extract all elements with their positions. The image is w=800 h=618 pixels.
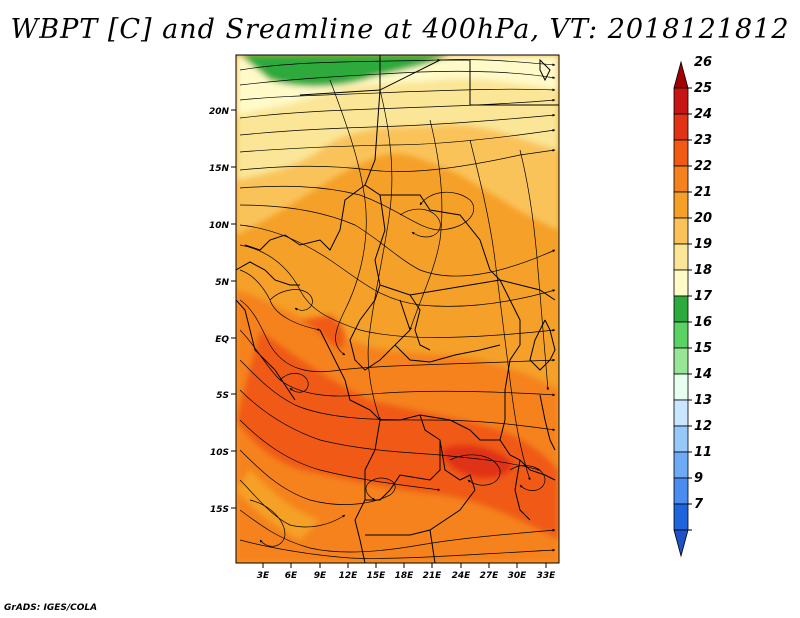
colorbar-swatch — [673, 451, 689, 479]
lon-tick-label: 15E — [367, 571, 387, 581]
colorbar-swatch — [673, 347, 689, 375]
lon-tick-label: 18E — [395, 571, 415, 581]
colorbar-swatch — [673, 87, 689, 115]
colorbar-label: 22 — [694, 159, 712, 174]
colorbar-label: 11 — [694, 445, 712, 460]
lat-tick-label: 10N — [209, 221, 230, 231]
colorbar-swatch — [673, 113, 689, 141]
lat-tick-label: 5N — [215, 278, 229, 288]
colorbar-label: 19 — [694, 237, 712, 252]
lon-tick-label: 27E — [480, 571, 500, 581]
lat-tick-label: 10S — [210, 448, 229, 458]
chart-title: WBPT [C] and Sreamline at 400hPa, VT: 20… — [10, 14, 790, 45]
lon-tick-label: 30E — [508, 571, 528, 581]
country-boundaries — [236, 55, 559, 563]
lon-tick-label: 21E — [423, 571, 443, 581]
streamlines — [239, 58, 556, 559]
lon-tick-label: 12E — [339, 571, 359, 581]
colorbar-swatch — [673, 373, 689, 401]
colorbar-swatch — [673, 503, 689, 531]
colorbar-swatch — [673, 477, 689, 505]
colorbar-swatch — [673, 191, 689, 219]
lat-axis: 20N 15N 10N 5N EQ 5S 10S 15S — [209, 107, 236, 515]
lat-tick-label: 20N — [209, 107, 230, 117]
credit-label: GrADS: IGES/COLA — [4, 603, 98, 613]
lon-tick-label: 3E — [257, 571, 270, 581]
colorbar-label: 26 — [694, 55, 712, 70]
lat-tick-label: EQ — [215, 335, 229, 345]
colorbar-swatch — [673, 269, 689, 297]
colorbar-swatch — [673, 399, 689, 427]
colorbar-label: 17 — [694, 289, 713, 304]
colorbar-swatch — [673, 321, 689, 349]
map-frame — [235, 54, 560, 564]
colorbar-label: 16 — [694, 315, 712, 330]
colorbar: 26 25 24 23 22 21 20 19 18 17 16 15 14 13 12 11 9 7 — [673, 55, 713, 558]
lon-tick-label: 33E — [537, 571, 557, 581]
colorbar-label: 12 — [694, 419, 712, 434]
colorbar-swatch — [673, 243, 689, 271]
colorbar-swatch — [673, 139, 689, 167]
lat-tick-label: 15S — [210, 505, 229, 515]
lon-axis: 3E 6E 9E 12E 15E 18E 21E 24E 27E 30E 33E — [257, 563, 556, 581]
lat-tick-label: 5S — [216, 391, 229, 401]
colorbar-label: 13 — [694, 393, 712, 408]
lat-tick-label: 15N — [209, 164, 230, 174]
colorbar-label: 25 — [694, 81, 712, 96]
lon-tick-label: 24E — [452, 571, 472, 581]
colorbar-label: 20 — [694, 211, 712, 226]
colorbar-label: 24 — [694, 107, 712, 122]
colorbar-label: 14 — [694, 367, 712, 382]
colorbar-label: 18 — [694, 263, 712, 278]
colorbar-top-arrow — [673, 60, 689, 89]
colorbar-swatch — [673, 295, 689, 323]
colorbar-label: 21 — [694, 185, 712, 200]
colorbar-label: 15 — [694, 341, 712, 356]
colorbar-bottom-arrow — [673, 529, 689, 558]
lon-tick-label: 6E — [285, 571, 298, 581]
colorbar-label: 9 — [694, 471, 703, 486]
colorbar-label: 23 — [694, 133, 712, 148]
colorbar-swatch — [673, 425, 689, 453]
lon-tick-label: 9E — [314, 571, 327, 581]
colorbar-swatch — [673, 217, 689, 245]
colorbar-swatch — [673, 165, 689, 193]
colorbar-label: 7 — [694, 497, 704, 512]
